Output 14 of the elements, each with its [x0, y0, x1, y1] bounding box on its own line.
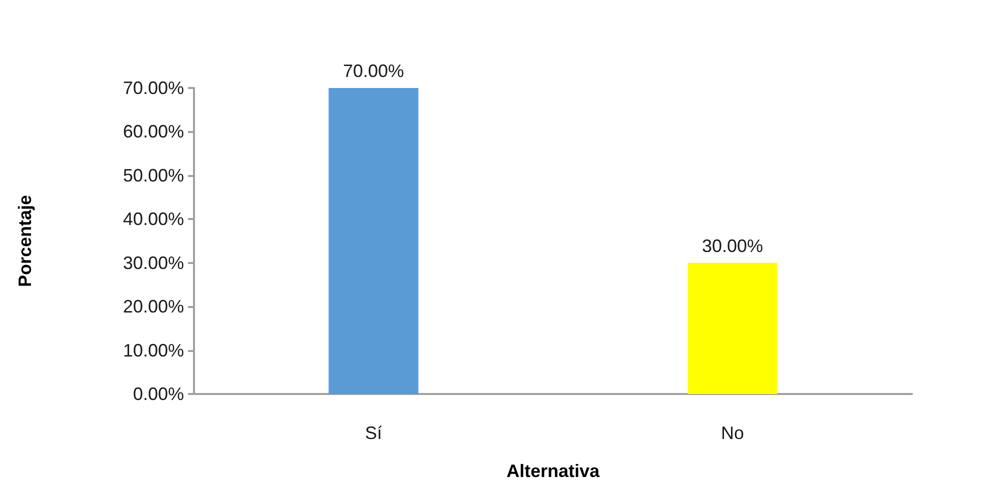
y-tick-label: 0.00%: [132, 384, 184, 404]
data-label: 30.00%: [702, 236, 764, 256]
x-tick-label: No: [720, 423, 744, 443]
y-tick-label: 40.00%: [122, 209, 184, 230]
y-tick-label: 30.00%: [122, 252, 184, 273]
y-tick-label: 10.00%: [122, 340, 184, 360]
y-tick-label: 20.00%: [122, 296, 184, 317]
x-tick-label: Sí: [364, 423, 382, 443]
y-tick-label: 70.00%: [122, 78, 184, 98]
x-axis-title: Alternativa: [506, 461, 600, 481]
data-label: 70.00%: [342, 61, 404, 81]
y-tick-label: 50.00%: [122, 165, 184, 186]
y-axis-title: Porcentaje: [15, 194, 35, 288]
y-tick-label: 60.00%: [122, 122, 184, 142]
